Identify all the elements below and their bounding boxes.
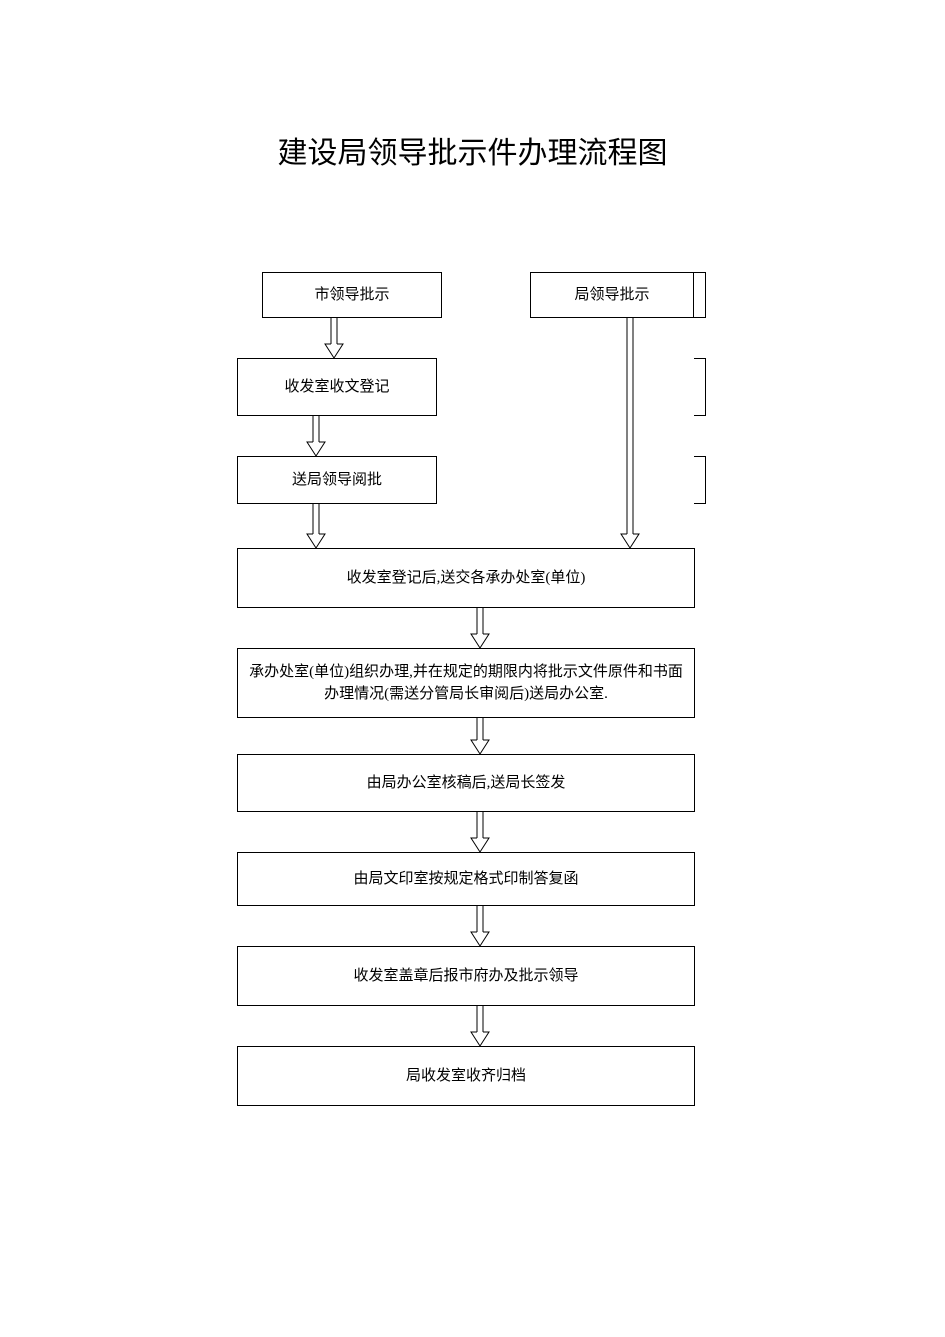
flowchart-arrow	[0, 0, 945, 1337]
